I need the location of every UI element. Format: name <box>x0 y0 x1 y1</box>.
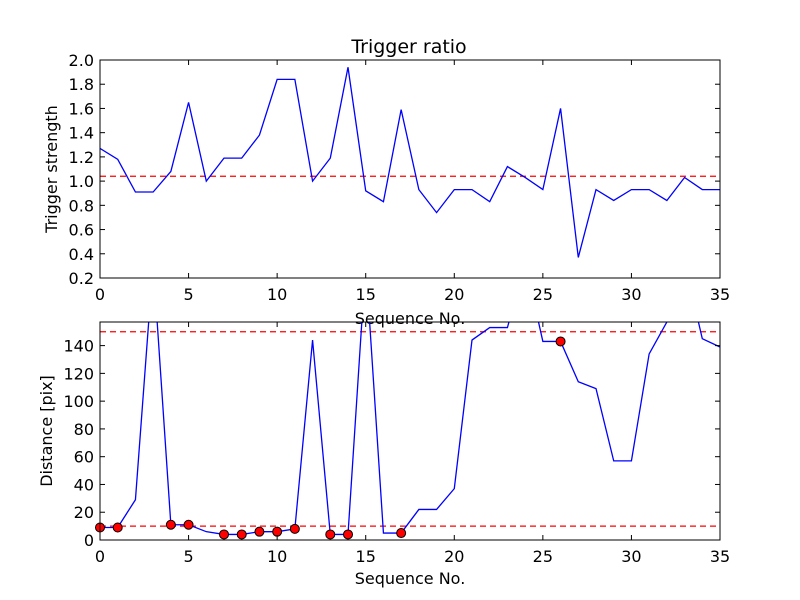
x-tick-label: 0 <box>95 285 105 304</box>
y-tick-label: 1.8 <box>69 75 94 94</box>
x-axis-label: Sequence No. <box>355 569 466 588</box>
y-tick-label: 1.4 <box>69 124 94 143</box>
y-axis: 0.2 0.4 0.6 0.8 1.0 1.2 1.4 1.6 1.8 2.0 <box>69 51 720 288</box>
chart-title: Trigger ratio <box>350 36 466 58</box>
data-point-marker <box>396 528 407 539</box>
data-point-marker <box>289 523 300 534</box>
y-tick-label: 0.6 <box>69 221 94 240</box>
plot-frame <box>99 59 721 279</box>
y-tick-label: 2.0 <box>69 51 94 70</box>
x-tick-label: 20 <box>444 285 464 304</box>
x-tick-label: 15 <box>356 285 376 304</box>
x-tick-label: 5 <box>183 285 193 304</box>
y-tick-label: 60 <box>74 448 94 467</box>
data-point-marker <box>555 336 566 347</box>
x-tick-label: 30 <box>621 547 641 566</box>
y-axis-label: Distance [pix] <box>37 375 56 487</box>
series-layer <box>100 322 720 536</box>
y-tick-label: 1.0 <box>69 172 94 191</box>
y-tick-label: 0.4 <box>69 245 94 264</box>
data-point-marker <box>219 529 229 540</box>
data-point-marker <box>236 529 247 540</box>
data-point-marker <box>254 526 265 537</box>
markers-layer <box>95 336 566 540</box>
data-point-marker <box>325 529 336 540</box>
y-tick-label: 40 <box>74 475 94 494</box>
x-tick-label: 0 <box>95 547 105 566</box>
hlines-layer <box>100 331 720 527</box>
x-tick-label: 10 <box>267 547 287 566</box>
x-axis-label: Sequence No. <box>355 309 466 328</box>
y-tick-label: 120 <box>63 364 94 383</box>
y-tick-label: 80 <box>74 420 94 439</box>
plot-frame <box>99 321 721 541</box>
x-tick-label: 10 <box>267 285 287 304</box>
data-point-marker <box>165 519 176 530</box>
x-tick-label: 20 <box>444 547 464 566</box>
x-tick-label: 25 <box>533 285 553 304</box>
data-point-marker <box>272 526 283 537</box>
x-tick-label: 30 <box>621 285 641 304</box>
y-tick-label: 0 <box>84 531 94 550</box>
x-tick-label: 35 <box>710 285 730 304</box>
y-axis-label: Trigger strength <box>42 105 61 234</box>
x-axis: 0 5 10 15 20 25 30 35 <box>95 60 730 304</box>
y-tick-label: 100 <box>63 392 94 411</box>
x-axis: 0 5 10 15 20 25 30 35 <box>95 322 730 566</box>
data-point-marker <box>112 522 123 533</box>
series-line <box>100 322 720 536</box>
data-point-marker <box>183 519 194 530</box>
y-tick-label: 1.6 <box>69 99 94 118</box>
x-tick-label: 15 <box>356 547 376 566</box>
y-axis: 0 20 40 60 80 100 120 140 <box>63 337 720 550</box>
data-point-marker <box>343 529 353 540</box>
x-tick-label: 25 <box>533 547 553 566</box>
y-tick-label: 0.2 <box>69 269 94 288</box>
x-tick-label: 5 <box>183 547 193 566</box>
series-line <box>100 67 720 258</box>
x-tick-label: 35 <box>710 547 730 566</box>
y-tick-label: 0.8 <box>69 196 94 215</box>
series-layer <box>100 67 720 258</box>
distance-chart: 0 5 10 15 20 25 30 35 0 20 40 60 80 100 120 140 Sequen… <box>37 321 730 588</box>
trigger-ratio-chart: Trigger ratio 0 5 10 15 20 25 30 35 0.20.40.60.… <box>42 36 730 328</box>
y-tick-label: 1.2 <box>69 148 94 167</box>
y-tick-label: 20 <box>74 503 94 522</box>
y-tick-label: 140 <box>63 337 94 356</box>
